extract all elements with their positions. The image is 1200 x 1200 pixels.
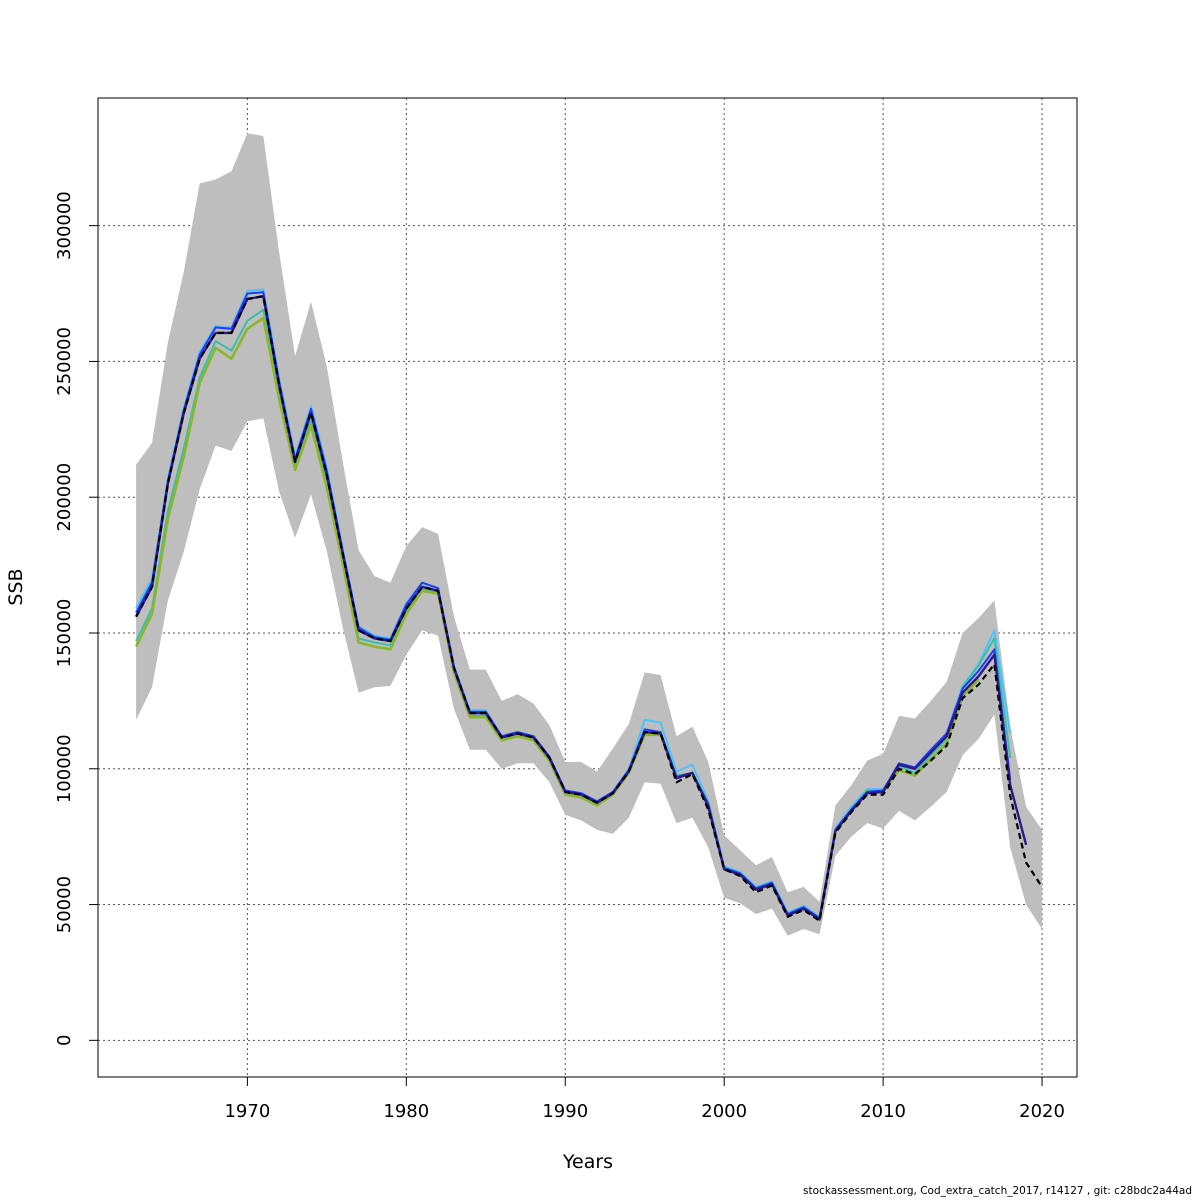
x-tick-label-2: 1990 bbox=[542, 1101, 588, 1122]
x-tick-label-1: 1980 bbox=[383, 1101, 429, 1122]
plot-frame bbox=[97, 97, 1078, 1078]
y-tick-label-6: 300000 bbox=[54, 191, 75, 260]
confidence-band-layer bbox=[136, 133, 1043, 936]
y-tick-label-3: 150000 bbox=[54, 599, 75, 668]
y-tick-label-2: 100000 bbox=[54, 734, 75, 803]
y-tick-label-0: 0 bbox=[54, 1035, 75, 1046]
series-layer bbox=[134, 288, 1043, 922]
series-line-0 bbox=[135, 295, 1043, 922]
confidence-band bbox=[136, 133, 1043, 936]
y-axis-title: SSB bbox=[5, 568, 27, 605]
footer-credit: stockassessment.org, Cod_extra_catch_201… bbox=[803, 1185, 1192, 1197]
x-tick-label-0: 1970 bbox=[224, 1101, 270, 1122]
x-tick-label-4: 2010 bbox=[860, 1101, 906, 1122]
grid-lines bbox=[98, 98, 1077, 1077]
y-tick-label-4: 200000 bbox=[54, 463, 75, 532]
y-tick-label-5: 250000 bbox=[54, 327, 75, 396]
x-tick-label-5: 2020 bbox=[1019, 1101, 1065, 1122]
y-tick-label-1: 50000 bbox=[54, 876, 75, 933]
x-tick-label-3: 2000 bbox=[701, 1101, 747, 1122]
x-axis-title: Years bbox=[562, 1151, 613, 1173]
axes: 1970 1980 1990 2000 2010 2020 0 50000 100000 1500… bbox=[54, 191, 1065, 1122]
